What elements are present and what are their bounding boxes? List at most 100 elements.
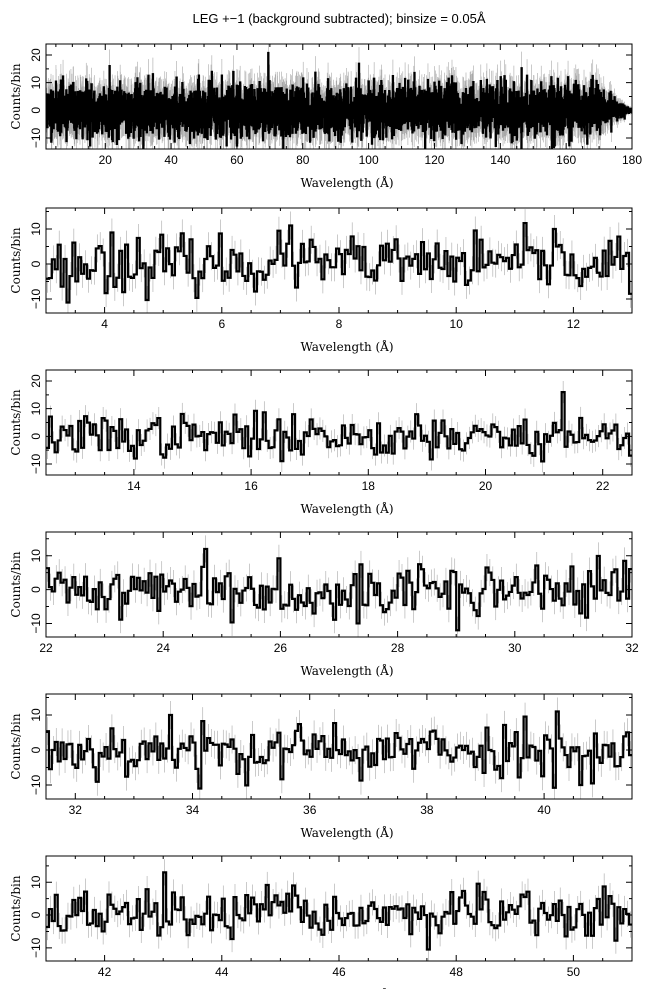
y-tick-label: 10 xyxy=(29,549,43,563)
x-axis-label: Wavelength (Å) xyxy=(300,339,393,354)
y-axis-label: Counts/bin xyxy=(9,227,23,293)
spectrum-step-line xyxy=(46,221,632,304)
y-tick-label: −10 xyxy=(29,774,43,795)
y-tick-label: 0 xyxy=(29,586,43,593)
x-tick-label: 32 xyxy=(69,803,83,817)
x-axis-ticks xyxy=(45,532,633,637)
y-axis-ticks xyxy=(46,538,632,624)
x-tick-label: 8 xyxy=(336,317,343,331)
spectrum-step-line xyxy=(46,547,632,632)
x-tick-label: 26 xyxy=(274,641,288,655)
x-axis-label: Wavelength (Å) xyxy=(300,501,393,516)
x-tick-label: 12 xyxy=(567,317,581,331)
y-tick-label: −10 xyxy=(29,937,43,958)
x-tick-label: 4 xyxy=(101,317,108,331)
x-axis-label: Wavelength (Å) xyxy=(300,663,393,678)
x-tick-label: 24 xyxy=(157,641,171,655)
x-tick-label: 18 xyxy=(362,479,376,493)
x-tick-label: 40 xyxy=(537,803,551,817)
y-tick-label: 10 xyxy=(29,402,43,416)
y-tick-label: 10 xyxy=(29,875,43,889)
x-tick-label: 48 xyxy=(450,965,464,979)
x-tick-label: 20 xyxy=(479,479,493,493)
y-axis-label: Counts/bin xyxy=(9,551,23,617)
spectrum-panels: 20 40 60 80 100 120 140 160 180−1001020Wavelengt… xyxy=(9,43,642,989)
y-tick-label: 0 xyxy=(29,911,43,918)
y-tick-label: 10 xyxy=(29,222,43,236)
y-tick-label: 10 xyxy=(29,76,43,90)
x-tick-label: 60 xyxy=(230,153,244,167)
y-axis-label: Counts/bin xyxy=(9,63,23,129)
x-tick-label: 46 xyxy=(332,965,346,979)
y-tick-label: 10 xyxy=(29,708,43,722)
y-axis-label: Counts/bin xyxy=(9,875,23,941)
x-tick-label: 16 xyxy=(244,479,258,493)
spectrum-panel-3: 14 16 18 20 22 −10 0 10 20 Wavelength (Å) Counts/b… xyxy=(9,369,633,516)
x-tick-label: 30 xyxy=(508,641,522,655)
x-tick-label: 6 xyxy=(218,317,225,331)
x-tick-label: 36 xyxy=(303,803,317,817)
figure-title: LEG +−1 (background subtracted); binsize… xyxy=(192,11,485,26)
x-tick-label: 160 xyxy=(556,153,576,167)
y-tick-label: 20 xyxy=(29,374,43,388)
x-tick-label: 22 xyxy=(596,479,610,493)
y-tick-label: 0 xyxy=(29,260,43,267)
spectrum-panel-1: 20 40 60 80 100 120 140 160 180 −10 0 10 20 Wavelengt… xyxy=(9,43,642,190)
plot-area xyxy=(46,44,632,149)
x-axis-ticks xyxy=(55,44,633,149)
y-axis-label: Counts/bin xyxy=(9,713,23,779)
plot-area xyxy=(46,209,632,313)
y-axis-ticks xyxy=(46,54,632,139)
x-axis-ticks xyxy=(45,208,633,313)
x-tick-label: 38 xyxy=(420,803,434,817)
x-axis-ticks xyxy=(45,370,633,475)
x-axis-ticks xyxy=(45,856,633,961)
plot-area xyxy=(46,859,632,961)
x-tick-label: 20 xyxy=(99,153,113,167)
y-tick-label: 0 xyxy=(29,433,43,440)
x-tick-label: 22 xyxy=(39,641,53,655)
x-tick-label: 40 xyxy=(164,153,178,167)
y-tick-label: 20 xyxy=(29,48,43,62)
x-tick-label: 14 xyxy=(127,479,141,493)
x-tick-label: 180 xyxy=(622,153,642,167)
plot-area xyxy=(46,697,632,799)
x-tick-label: 32 xyxy=(625,641,639,655)
spectrum-step-line xyxy=(46,710,632,790)
y-tick-label: 0 xyxy=(29,746,43,753)
y-axis-ticks xyxy=(46,380,632,465)
y-axis-ticks xyxy=(46,211,632,300)
x-tick-label: 10 xyxy=(450,317,464,331)
spectrum-panel-4: 22 24 26 28 30 32 −10 0 10 Wavelength (Å) Counts/b… xyxy=(9,531,639,678)
spectrum-panel-6: 42 44 46 48 50 −10 0 10 Wavelength (Å) Counts/bin xyxy=(9,855,633,989)
spectrum-step-line xyxy=(46,391,632,463)
spectrum-step-line xyxy=(46,51,632,149)
y-axis-ticks xyxy=(46,697,632,786)
y-axis-ticks xyxy=(46,865,632,949)
x-tick-label: 140 xyxy=(490,153,510,167)
y-axis-label: Counts/bin xyxy=(9,389,23,455)
x-tick-label: 44 xyxy=(215,965,229,979)
y-tick-label: −10 xyxy=(29,613,43,634)
x-tick-label: 34 xyxy=(186,803,200,817)
y-tick-label: −10 xyxy=(29,288,43,309)
y-tick-label: −10 xyxy=(29,127,43,148)
plot-area xyxy=(46,381,632,473)
x-axis-label: Wavelength (Å) xyxy=(300,175,393,190)
spectrum-panel-2: 4 6 8 10 12 −10 0 10 Wavelength (Å) Counts/bin xyxy=(9,207,633,354)
x-tick-label: 100 xyxy=(359,153,379,167)
x-tick-label: 42 xyxy=(98,965,112,979)
y-tick-label: 0 xyxy=(29,107,43,114)
y-tick-label: −10 xyxy=(29,453,43,474)
x-axis-label: Wavelength (Å) xyxy=(300,825,393,840)
x-tick-label: 80 xyxy=(296,153,310,167)
x-tick-label: 50 xyxy=(567,965,581,979)
x-tick-label: 120 xyxy=(424,153,444,167)
x-axis-label: Wavelength (Å) xyxy=(300,987,393,989)
plot-area xyxy=(46,535,632,637)
spectrum-step-line xyxy=(46,871,632,951)
x-axis-ticks xyxy=(45,694,633,799)
x-tick-label: 28 xyxy=(391,641,405,655)
spectrum-panel-5: 32 34 36 38 40 −10 0 10 Wavelength (Å) Counts/bin xyxy=(9,693,633,840)
